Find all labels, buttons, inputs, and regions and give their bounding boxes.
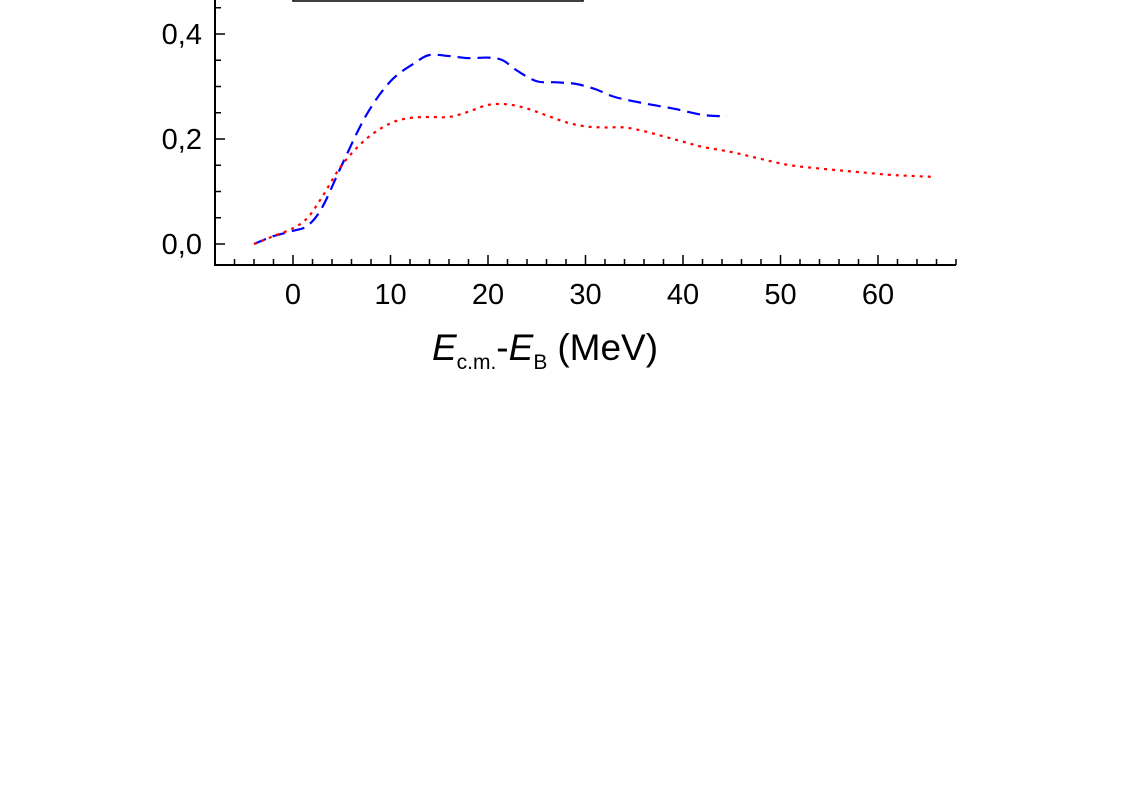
- x-axis-title: Ec.m.-EB (MeV): [432, 327, 658, 374]
- series-line-blue-dashed: [253, 53, 727, 246]
- y-tick-label: 0,0: [162, 229, 202, 261]
- x-tick-label: 10: [374, 279, 406, 311]
- series-layer: [253, 53, 932, 246]
- y-tick-label: 0,4: [162, 19, 202, 51]
- series-line-red-dotted: [253, 102, 932, 246]
- x-tick-label: 30: [569, 279, 601, 311]
- legend-box: [292, 0, 584, 2]
- y-tick-label: 0,2: [162, 124, 202, 156]
- x-tick-label: 0: [285, 279, 301, 311]
- x-tick-label: 60: [862, 279, 894, 311]
- x-tick-label: 20: [472, 279, 504, 311]
- x-tick-label: 40: [667, 279, 699, 311]
- axis-ticks: [215, 7, 957, 265]
- tick-labels: 0 10 20 30 40 50 60 0,0 0,2 0,4: [162, 19, 894, 311]
- x-tick-label: 50: [764, 279, 796, 311]
